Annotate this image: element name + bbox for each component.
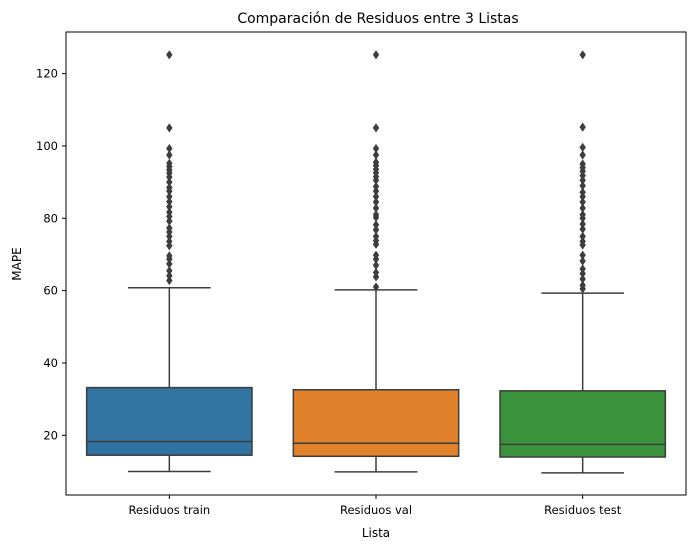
outlier-point — [166, 182, 173, 193]
y-tick-label: 60 — [43, 284, 58, 298]
x-axis-label: Lista — [362, 526, 390, 540]
outlier-point — [579, 181, 586, 191]
box-iqr — [499, 390, 667, 458]
outlier-point — [372, 220, 380, 230]
outlier-point — [579, 175, 586, 185]
outlier-point — [166, 251, 173, 261]
outlier-point — [579, 122, 586, 132]
y-tick-label: 20 — [43, 428, 58, 442]
x-tick-label: Residuos test — [544, 503, 622, 517]
outlier-point — [579, 264, 586, 274]
plot-area: 20 40 60 80 100 120 Residuos train Residuos val… — [36, 50, 667, 517]
outlier-point — [372, 150, 380, 160]
outlier-point — [372, 123, 380, 133]
outlier-point — [166, 216, 173, 226]
outlier-point — [579, 159, 586, 169]
outlier-point — [166, 259, 173, 269]
outlier-point — [579, 274, 586, 284]
x-tick-label: Residuos val — [340, 503, 412, 517]
x-tick-label: Residuos train — [128, 503, 210, 517]
outlier-point — [579, 50, 586, 60]
outlier-point — [579, 280, 586, 290]
outlier-point — [372, 282, 380, 292]
outlier-point — [372, 186, 380, 196]
outlier-point — [166, 123, 173, 133]
chart-title: Comparación de Residuos entre 3 Listas — [237, 11, 518, 27]
outlier-point — [579, 236, 586, 247]
outlier-point — [579, 150, 586, 160]
outlier-point — [372, 250, 380, 260]
outlier-point — [372, 210, 380, 220]
outlier-point — [372, 267, 380, 278]
outlier-point — [372, 203, 380, 213]
outlier-point — [166, 150, 173, 160]
y-tick-label: 120 — [36, 67, 58, 81]
outlier-point — [372, 260, 380, 270]
outlier-point — [372, 191, 380, 202]
outlier-point — [166, 271, 173, 281]
outlier-point — [372, 231, 380, 241]
outlier-point — [166, 158, 173, 168]
outlier-point — [372, 197, 380, 207]
outlier-point — [579, 231, 586, 241]
outlier-point — [579, 142, 586, 152]
outlier-point — [579, 203, 586, 213]
outlier-point — [166, 50, 173, 60]
outlier-point — [166, 236, 173, 247]
outlier-point — [579, 197, 586, 207]
box-iqr — [85, 386, 253, 456]
y-tick-label: 80 — [43, 211, 58, 225]
outlier-point — [372, 143, 380, 154]
outlier-point — [579, 269, 586, 279]
outlier-point — [579, 187, 586, 197]
y-axis-label: MAPE — [10, 247, 24, 280]
box-iqr — [292, 388, 460, 458]
outlier-point — [166, 223, 173, 233]
outlier-point — [166, 191, 173, 202]
y-tick-label: 40 — [43, 356, 58, 370]
outlier-point — [372, 225, 380, 235]
outlier-point — [372, 181, 380, 192]
plot-frame — [65, 31, 687, 496]
outlier-point — [579, 219, 586, 229]
outlier-point — [166, 143, 173, 154]
outlier-point — [166, 177, 173, 187]
outlier-point — [579, 250, 586, 260]
outlier-point — [372, 50, 380, 60]
outlier-point — [166, 207, 173, 217]
outlier-point — [166, 197, 173, 207]
y-tick-label: 100 — [36, 139, 58, 153]
outlier-point — [166, 275, 173, 286]
outlier-point — [579, 224, 586, 234]
outlier-point — [166, 202, 173, 212]
outlier-point — [372, 157, 380, 167]
outlier-point — [579, 210, 586, 220]
outlier-point — [579, 256, 586, 266]
outlier-point — [166, 266, 173, 276]
